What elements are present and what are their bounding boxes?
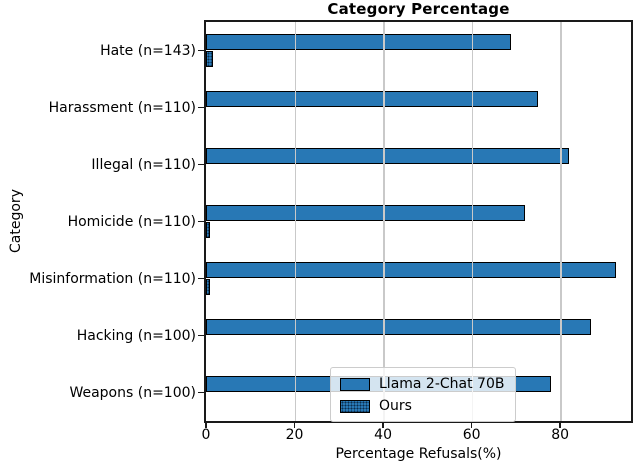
x-tick xyxy=(470,423,473,428)
bar-llama-2-chat-70b xyxy=(206,33,512,50)
category-label: Hate (n=143) xyxy=(100,42,196,59)
bar-ours xyxy=(206,278,210,295)
y-tick xyxy=(198,334,204,337)
legend-item-ours: Ours xyxy=(340,395,506,417)
category-label: Misinformation (n=110) xyxy=(29,270,196,287)
y-tick xyxy=(198,49,204,52)
legend-label: Ours xyxy=(379,398,412,414)
x-tick xyxy=(205,423,207,428)
gridline xyxy=(560,22,562,421)
bar-llama-2-chat-70b xyxy=(206,204,525,221)
x-tick-label: 0 xyxy=(201,427,211,443)
legend-swatch-dotted xyxy=(340,399,370,413)
y-tick xyxy=(198,277,204,280)
gridline xyxy=(471,22,474,421)
x-tick xyxy=(559,423,561,428)
x-tick-label: 60 xyxy=(462,427,481,443)
x-tick-label: 80 xyxy=(551,427,570,443)
x-tick xyxy=(382,423,384,428)
bar-llama-2-chat-70b xyxy=(206,147,570,164)
bar-ours xyxy=(206,221,210,238)
bar-llama-2-chat-70b xyxy=(206,90,539,107)
legend-item-llama: Llama 2-Chat 70B xyxy=(340,373,506,395)
y-tick xyxy=(198,106,204,109)
category-label: Harassment (n=110) xyxy=(48,99,196,116)
y-tick xyxy=(198,220,204,223)
legend-swatch-solid xyxy=(340,377,370,391)
bar-llama-2-chat-70b xyxy=(206,318,592,335)
gridline xyxy=(383,22,385,421)
x-axis-label: Percentage Refusals(%) xyxy=(335,446,502,462)
category-label: Homicide (n=110) xyxy=(67,213,196,230)
category-label: Hacking (n=100) xyxy=(76,327,196,344)
y-tick xyxy=(198,163,204,166)
bar-llama-2-chat-70b xyxy=(206,261,616,278)
category-label: Illegal (n=110) xyxy=(91,156,196,173)
legend: Llama 2-Chat 70B Ours xyxy=(330,367,516,422)
bar-ours xyxy=(206,50,213,67)
gridline xyxy=(294,22,297,421)
y-tick xyxy=(198,391,204,394)
plot-area xyxy=(204,20,633,423)
x-tick-label: 40 xyxy=(374,427,392,443)
category-label: Weapons (n=100) xyxy=(69,384,196,401)
x-tick-label: 20 xyxy=(285,427,304,443)
chart-title: Category Percentage xyxy=(327,0,510,18)
legend-label: Llama 2-Chat 70B xyxy=(379,376,505,392)
y-axis-label: Category xyxy=(8,189,24,253)
x-tick xyxy=(293,423,296,428)
